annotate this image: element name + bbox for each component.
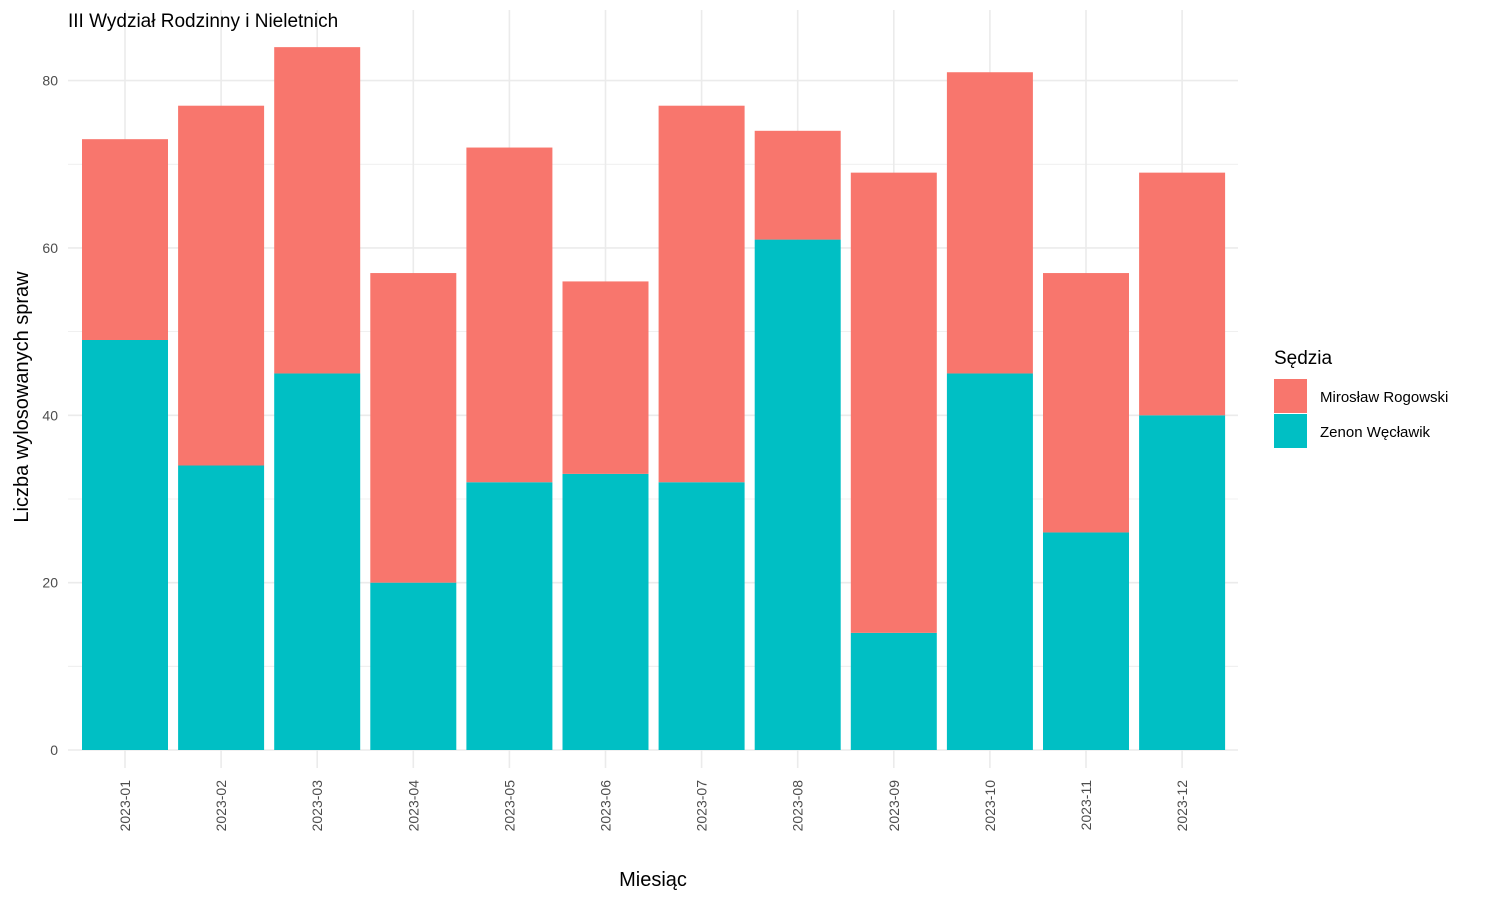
bar-segment-2023-09-series-0 bbox=[850, 632, 937, 750]
bar-segment-2023-07-series-1 bbox=[658, 105, 745, 483]
legend-label: Zenon Węcławik bbox=[1320, 424, 1431, 441]
bar-segment-2023-01-series-1 bbox=[82, 139, 168, 340]
bar-segment-2023-06-series-1 bbox=[562, 281, 649, 474]
legend: Sędzia Mirosław Rogowski Zenon Węcławik bbox=[1274, 348, 1448, 448]
x-tick-label: 2023-11 bbox=[1078, 780, 1094, 831]
x-tick-label: 2023-07 bbox=[694, 780, 710, 832]
y-tick-label: 80 bbox=[42, 73, 58, 89]
y-tick-label: 60 bbox=[42, 240, 58, 256]
x-tick-label: 2023-05 bbox=[501, 780, 517, 832]
bar-segment-2023-08-series-0 bbox=[754, 239, 841, 750]
x-tick-label: 2023-01 bbox=[117, 780, 133, 832]
legend-swatch bbox=[1274, 414, 1307, 448]
y-tick-label: 0 bbox=[50, 742, 58, 758]
legend-title: Sędzia bbox=[1274, 348, 1333, 369]
y-tick-label: 20 bbox=[42, 575, 58, 591]
bar-segment-2023-12-series-1 bbox=[1139, 172, 1226, 416]
x-tick-label: 2023-12 bbox=[1174, 780, 1190, 832]
bar-segment-2023-10-series-1 bbox=[946, 72, 1033, 374]
bar-segment-2023-10-series-0 bbox=[946, 373, 1033, 750]
chart-title: III Wydział Rodzinny i Nieletnich bbox=[68, 11, 338, 32]
bar-segment-2023-05-series-1 bbox=[466, 147, 553, 483]
bar-segment-2023-08-series-1 bbox=[754, 130, 841, 240]
bar-segment-2023-11-series-1 bbox=[1043, 273, 1129, 533]
bar-segment-2023-04-series-1 bbox=[370, 273, 457, 583]
bar-segment-2023-02-series-0 bbox=[178, 465, 265, 750]
bar-segment-2023-07-series-0 bbox=[658, 482, 745, 750]
legend-label: Mirosław Rogowski bbox=[1320, 389, 1448, 406]
bar-segment-2023-03-series-0 bbox=[274, 373, 361, 750]
x-tick-label: 2023-04 bbox=[405, 780, 421, 832]
y-axis-title: Liczba wylosowanych spraw bbox=[11, 271, 33, 523]
bar-segment-2023-11-series-0 bbox=[1043, 532, 1129, 750]
bar-layer bbox=[82, 47, 1226, 750]
bar-segment-2023-02-series-1 bbox=[178, 105, 265, 466]
bar-segment-2023-04-series-0 bbox=[370, 582, 457, 750]
bar-segment-2023-05-series-0 bbox=[466, 482, 553, 750]
axis-layer: 0 20 40 60 80 2023-01 2023-02 2023-03 2023-04 202… bbox=[42, 73, 1190, 832]
x-tick-label: 2023-09 bbox=[886, 780, 902, 832]
bar-segment-2023-01-series-0 bbox=[82, 339, 168, 750]
legend-swatch bbox=[1274, 379, 1307, 413]
x-tick-label: 2023-10 bbox=[982, 780, 998, 832]
y-tick-label: 40 bbox=[42, 407, 58, 423]
x-tick-label: 2023-06 bbox=[598, 780, 614, 832]
bar-segment-2023-03-series-1 bbox=[274, 47, 361, 374]
bar-segment-2023-06-series-0 bbox=[562, 473, 649, 750]
x-axis-title: Miesiąc bbox=[619, 869, 687, 891]
bar-segment-2023-09-series-1 bbox=[850, 172, 937, 633]
x-tick-label: 2023-02 bbox=[213, 780, 229, 832]
x-tick-label: 2023-08 bbox=[790, 780, 806, 832]
x-tick-label: 2023-03 bbox=[309, 780, 325, 832]
bar-segment-2023-12-series-0 bbox=[1139, 415, 1226, 750]
